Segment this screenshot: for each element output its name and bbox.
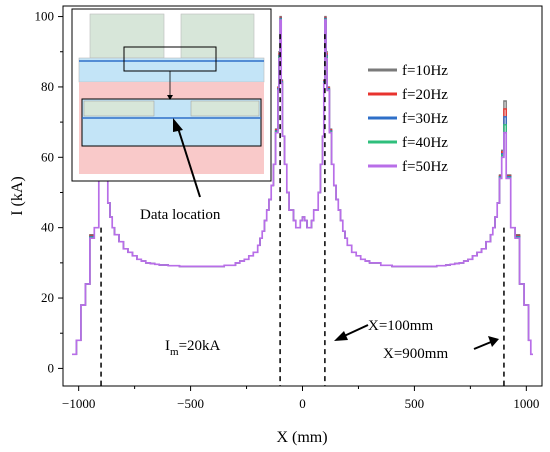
x-tick-label: 0 xyxy=(299,396,306,411)
im-base: I xyxy=(165,338,170,354)
series-line-5 xyxy=(72,19,533,356)
current-amplitude-label: Im=20kA xyxy=(165,338,221,358)
legend-label: f=10Hz xyxy=(402,63,448,79)
data-location-label: Data location xyxy=(140,207,221,223)
x900-label: X=900mm xyxy=(383,346,448,362)
x-axis-title: X (mm) xyxy=(276,429,327,446)
y-tick-label: 80 xyxy=(41,79,54,94)
legend-item: f=10Hz xyxy=(368,63,448,79)
legend-item: f=30Hz xyxy=(368,111,448,127)
y-tick-label: 60 xyxy=(41,149,54,164)
x-tick-label: −500 xyxy=(177,396,204,411)
legend: f=10Hz f=20Hz f=30Hz f=40Hz f=50Hz xyxy=(368,63,448,175)
x100-arrow xyxy=(341,324,369,338)
annotations: Data location Im=20kA X=100mm X=900mm xyxy=(140,118,499,362)
x100-label: X=100mm xyxy=(368,318,433,334)
series-lines xyxy=(72,15,533,356)
legend-label: f=20Hz xyxy=(402,87,448,103)
y-tick-label: 100 xyxy=(35,9,55,24)
x-tick-label: −1000 xyxy=(62,396,95,411)
im-subscript: m xyxy=(170,346,179,358)
im-value: =20kA xyxy=(179,338,221,354)
y-axis-title: I (kA) xyxy=(9,176,26,216)
y-axis: 0 20 40 60 80 100 xyxy=(35,9,63,375)
data-location-arrow xyxy=(177,127,201,198)
legend-item: f=50Hz xyxy=(368,159,448,175)
x900-arrow xyxy=(473,341,492,350)
legend-item: f=40Hz xyxy=(368,135,448,151)
y-tick-label: 40 xyxy=(41,220,54,235)
legend-label: f=50Hz xyxy=(402,159,448,175)
y-tick-label: 0 xyxy=(48,360,55,375)
y-tick-label: 20 xyxy=(41,290,54,305)
inset-diagram xyxy=(71,8,272,182)
x-tick-label: 500 xyxy=(405,396,425,411)
x-tick-label: 1000 xyxy=(513,396,539,411)
legend-item: f=20Hz xyxy=(368,87,448,103)
legend-label: f=30Hz xyxy=(402,111,448,127)
marker-lines xyxy=(100,34,505,386)
legend-label: f=40Hz xyxy=(402,135,448,151)
x-axis: −1000 −500 0 500 1000 xyxy=(62,386,539,411)
